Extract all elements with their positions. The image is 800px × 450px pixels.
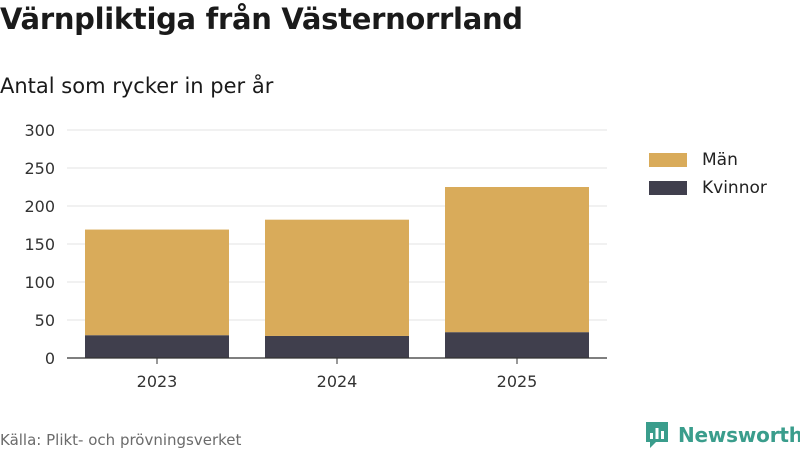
source-note: Källa: Plikt- och prövningsverket (0, 431, 242, 449)
y-tick-label: 200 (24, 197, 55, 216)
x-tick-label: 2023 (137, 372, 178, 391)
bar-men-2025 (445, 187, 589, 333)
legend-item-men: Män (649, 146, 767, 174)
x-tick-label: 2024 (317, 372, 358, 391)
y-tick-label: 300 (24, 121, 55, 140)
y-tick-label: 100 (24, 273, 55, 292)
legend-label-women: Kvinnor (702, 178, 767, 198)
y-tick-label: 50 (35, 311, 55, 330)
bar-women-2024 (265, 335, 409, 358)
bar-women-2025 (445, 332, 589, 358)
y-tick-label: 0 (45, 349, 55, 368)
legend: Män Kvinnor (649, 146, 767, 202)
legend-swatch-women (649, 181, 687, 195)
bar-men-2024 (265, 219, 409, 336)
chart-subtitle: Antal som rycker in per år (0, 74, 274, 98)
brand-name: Newsworthy (678, 423, 800, 447)
legend-label-men: Män (702, 150, 738, 170)
bar-women-2023 (85, 335, 229, 358)
y-tick-label: 150 (24, 235, 55, 254)
brand-logo: Newsworthy (644, 420, 800, 450)
y-tick-label: 250 (24, 159, 55, 178)
legend-item-women: Kvinnor (649, 174, 767, 202)
bar-men-2023 (85, 229, 229, 336)
chart-title: Värnpliktiga från Västernorrland (0, 2, 523, 36)
legend-swatch-men (649, 153, 687, 167)
newsworthy-logo-icon (646, 422, 668, 448)
x-tick-label: 2025 (497, 372, 538, 391)
